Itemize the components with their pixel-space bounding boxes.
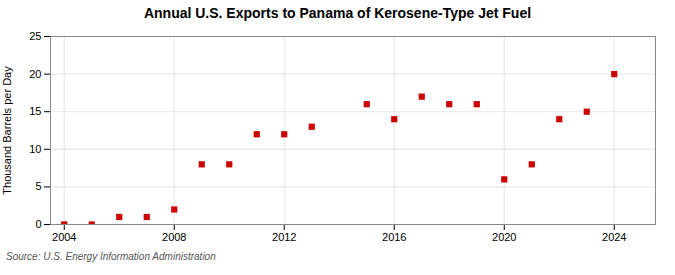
svg-text:0: 0: [35, 218, 41, 230]
svg-text:5: 5: [35, 180, 41, 192]
svg-text:2004: 2004: [52, 231, 76, 243]
svg-text:2024: 2024: [602, 231, 626, 243]
html-text:Annual U.S. Exports to Panama: Annual U.S. Exports to Panama of Kerosen…: [143, 5, 532, 21]
svg-text:25: 25: [29, 30, 41, 42]
svg-text:2012: 2012: [272, 231, 296, 243]
svg-text:Thousand Barrels per Day: Thousand Barrels per Day: [1, 66, 13, 195]
svg-text:10: 10: [29, 143, 41, 155]
html-text:Source: U.S. Energy Informatio: Source: U.S. Energy Information Administ…: [6, 251, 216, 262]
svg-text:20: 20: [29, 68, 41, 80]
svg-text:2016: 2016: [382, 231, 406, 243]
svg-text:2020: 2020: [492, 231, 516, 243]
svg-text:2008: 2008: [162, 231, 186, 243]
svg-text:15: 15: [29, 105, 41, 117]
